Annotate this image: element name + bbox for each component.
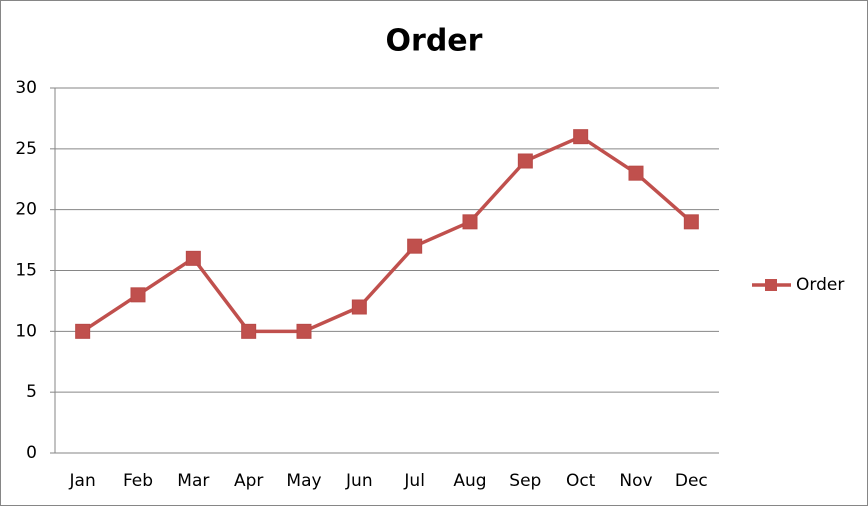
point-marker <box>296 323 312 339</box>
point-marker <box>462 214 478 230</box>
x-tick-label: Nov <box>619 471 652 491</box>
point-marker <box>241 323 257 339</box>
y-tick-label: 20 <box>15 200 37 220</box>
x-tick-label: Oct <box>566 471 596 491</box>
x-tick-label: May <box>286 471 321 491</box>
y-tick-label: 30 <box>15 78 37 98</box>
x-tick-label: Aug <box>453 471 486 491</box>
legend-marker <box>765 279 777 291</box>
point-marker <box>573 129 589 145</box>
y-tick-label: 5 <box>26 382 37 402</box>
point-marker <box>185 250 201 266</box>
point-marker <box>407 238 423 254</box>
y-tick-label: 15 <box>15 261 37 281</box>
x-tick-label: Jun <box>345 471 373 491</box>
x-tick-label: Apr <box>234 471 263 491</box>
y-tick-label: 0 <box>26 443 37 463</box>
point-marker <box>75 323 91 339</box>
x-tick-label: Mar <box>177 471 209 491</box>
point-marker <box>351 299 367 315</box>
x-tick-label: Jul <box>403 471 425 491</box>
x-tick-label: Feb <box>123 471 153 491</box>
point-marker <box>517 153 533 169</box>
x-tick-label: Jan <box>69 471 96 491</box>
y-tick-label: 25 <box>15 139 37 159</box>
x-tick-label: Dec <box>675 471 708 491</box>
series-line <box>81 134 693 334</box>
x-tick-label: Sep <box>509 471 541 491</box>
y-tick-label: 10 <box>15 321 37 341</box>
point-marker <box>683 214 699 230</box>
point-marker <box>628 165 644 181</box>
point-marker <box>130 287 146 303</box>
legend-label: Order <box>796 275 844 295</box>
chart-title: Order <box>386 24 483 59</box>
